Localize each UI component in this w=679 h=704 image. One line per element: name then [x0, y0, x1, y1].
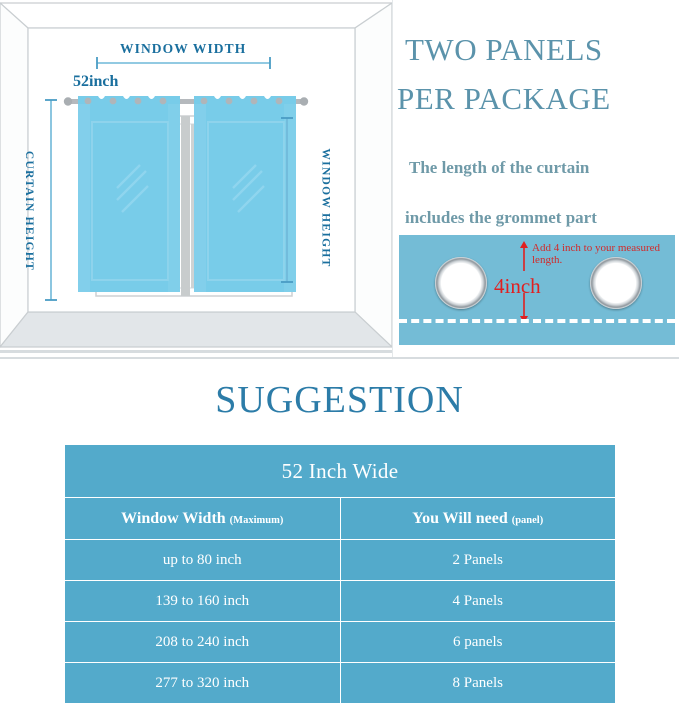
horizontal-divider: [0, 357, 679, 359]
four-inch-measure-label: 4inch: [494, 274, 541, 298]
row-width-value: 139 to 160 inch: [64, 580, 341, 622]
grommet-ring-icon-right: [590, 257, 642, 309]
right-curtain-panel: [194, 96, 296, 292]
vertical-divider: [392, 0, 393, 357]
table-row: up to 80 inch 2 Panels: [64, 539, 616, 581]
hem-dashed-line: [399, 319, 675, 323]
headline-line-1: TWO PANELS: [405, 32, 603, 67]
subheadline-line-2: includes the grommet part: [405, 208, 597, 227]
window-height-measure-line: [281, 117, 293, 283]
curtain-size-label: 52inch: [73, 73, 119, 90]
header-window-width: Window Width (Maximum): [64, 497, 341, 540]
row-panels-value: 2 Panels: [339, 539, 616, 581]
suggestion-table: 52 Inch Wide Window Width (Maximum) You …: [64, 444, 616, 704]
window-height-label: WINDOW HEIGHT: [319, 148, 332, 268]
subheadline-line-1: The length of the curtain: [409, 158, 590, 177]
headline-line-2: PER PACKAGE: [397, 81, 611, 116]
row-width-value: 208 to 240 inch: [64, 621, 341, 663]
table-title-row: 52 Inch Wide: [64, 444, 616, 498]
header-you-will-need-main: You Will need: [412, 509, 512, 527]
grommet-ring-icon-left: [435, 257, 487, 309]
row-width-value: 277 to 320 inch: [64, 662, 341, 704]
window-width-label: WINDOW WIDTH: [120, 41, 247, 56]
suggestion-title: SUGGESTION: [215, 379, 464, 421]
room-diagram-svg: [0, 0, 392, 353]
table-row: 139 to 160 inch 4 Panels: [64, 580, 616, 622]
row-width-value: up to 80 inch: [64, 539, 341, 581]
header-you-will-need: You Will need (panel): [339, 497, 616, 540]
row-panels-value: 6 panels: [339, 621, 616, 663]
add-inch-note: Add 4 inch to your measured length.: [532, 242, 660, 266]
grommet-detail-panel: Add 4 inch to your measured length. 4inc…: [399, 235, 675, 345]
table-row: 208 to 240 inch 6 panels: [64, 621, 616, 663]
curtain-height-measure-line: [45, 99, 57, 301]
window-width-measure-line: [96, 57, 271, 69]
header-you-will-need-sub: (panel): [511, 514, 544, 526]
room-illustration: WINDOW WIDTH 52inch CURTAIN HEIGHT WINDO…: [0, 0, 392, 360]
row-panels-value: 8 Panels: [339, 662, 616, 704]
table-title-cell: 52 Inch Wide: [64, 444, 616, 498]
headline-block: TWO PANELS PER PACKAGE The length of the…: [392, 0, 679, 227]
left-curtain-panel: [78, 96, 180, 292]
table-row: 277 to 320 inch 8 Panels: [64, 662, 616, 704]
curtain-height-label: CURTAIN HEIGHT: [23, 150, 36, 272]
row-panels-value: 4 Panels: [339, 580, 616, 622]
header-window-width-sub: (Maximum): [229, 514, 284, 526]
table-header-row: Window Width (Maximum) You Will need (pa…: [64, 497, 616, 540]
header-window-width-main: Window Width: [121, 509, 230, 527]
